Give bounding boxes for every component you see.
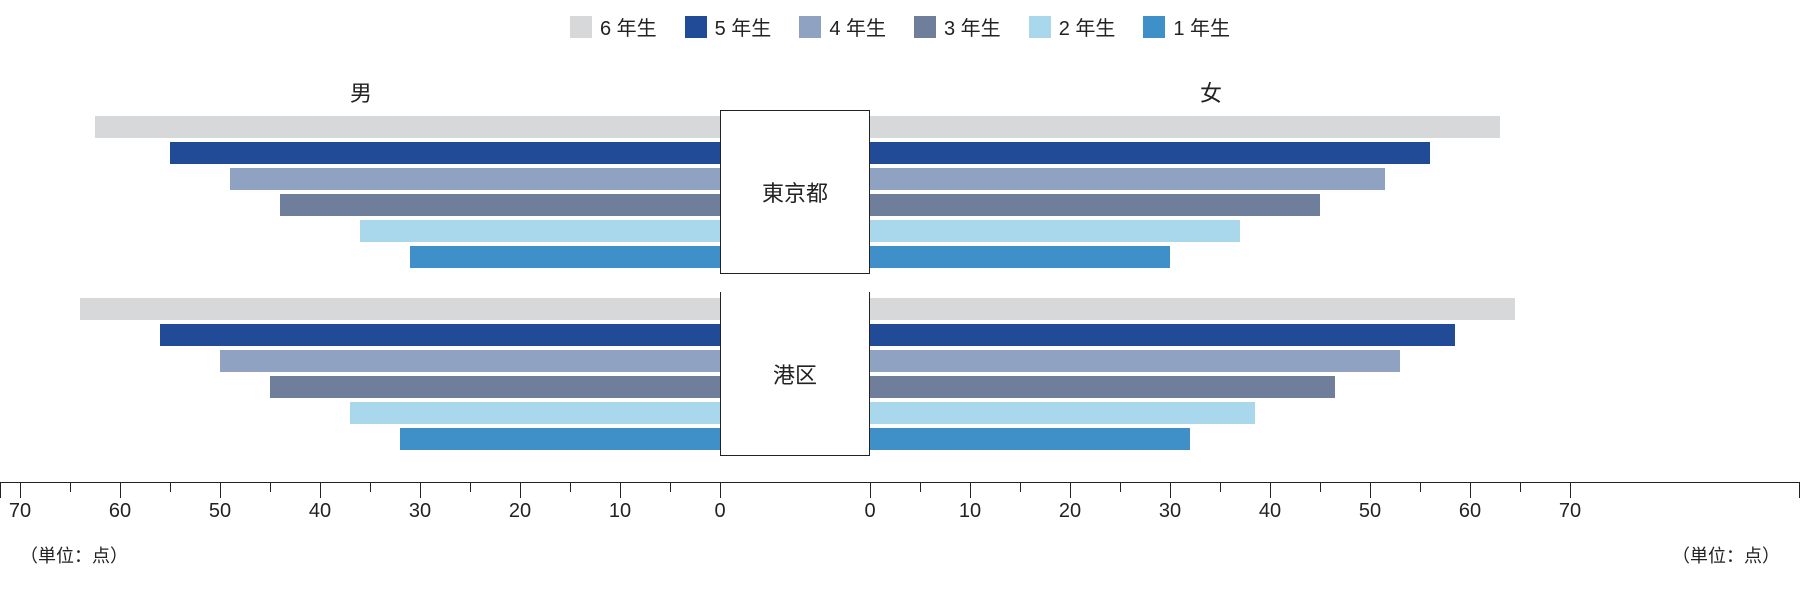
axis-tick: [170, 482, 171, 492]
bar-right: [870, 376, 1335, 398]
legend-label: 2 年生: [1059, 12, 1116, 41]
bar-left: [170, 142, 720, 164]
bar-left: [280, 194, 720, 216]
axis-tick: [1220, 482, 1221, 492]
axis-tick-label: 50: [1359, 500, 1381, 523]
bar-right: [870, 116, 1500, 138]
legend-item: 4 年生: [799, 12, 886, 41]
axis-tick-label: 70: [1559, 500, 1581, 523]
legend-swatch: [685, 16, 707, 38]
group-label: 港区: [720, 292, 870, 456]
axis-tick: [370, 482, 371, 492]
legend-label: 5 年生: [715, 12, 772, 41]
axis-tick: [1120, 482, 1121, 492]
legend-label: 1 年生: [1173, 12, 1230, 41]
bar-left: [220, 350, 720, 372]
axis-tick: [1520, 482, 1521, 492]
bar-left: [350, 402, 720, 424]
group-label: 東京都: [720, 110, 870, 274]
axis-tick-label: 60: [1459, 500, 1481, 523]
axis-tick: [670, 482, 671, 492]
bar-right: [870, 142, 1430, 164]
bar-left: [360, 220, 720, 242]
axis-tick-label: 0: [714, 500, 725, 523]
legend-swatch: [570, 16, 592, 38]
axis-tick-label: 60: [109, 500, 131, 523]
axis-tick: [720, 482, 721, 498]
axis-tick: [470, 482, 471, 492]
axis-tick: [320, 482, 321, 498]
bar-right: [870, 428, 1190, 450]
axis-tick: [70, 482, 71, 492]
unit-label-left: （単位：点）: [20, 542, 128, 568]
axis-tick: [1420, 482, 1421, 492]
bar-right: [870, 168, 1385, 190]
axis-tick-label: 20: [509, 500, 531, 523]
legend-label: 3 年生: [944, 12, 1001, 41]
legend-swatch: [914, 16, 936, 38]
axis-tick-label: 50: [209, 500, 231, 523]
column-label-right: 女: [1200, 76, 1222, 108]
bar-right: [870, 220, 1240, 242]
bar-right: [870, 350, 1400, 372]
legend-item: 2 年生: [1029, 12, 1116, 41]
legend-item: 6 年生: [570, 12, 657, 41]
bar-right: [870, 324, 1455, 346]
legend-label: 4 年生: [829, 12, 886, 41]
axis-tick-label: 10: [959, 500, 981, 523]
axis-tick: [620, 482, 621, 498]
legend-swatch: [799, 16, 821, 38]
bar-right: [870, 246, 1170, 268]
axis-tick-label: 70: [9, 500, 31, 523]
column-label-left: 男: [350, 76, 372, 108]
axis-tick: [1370, 482, 1371, 498]
axis-tick-label: 0: [864, 500, 875, 523]
axis-tick: [120, 482, 121, 498]
axis-tick-label: 30: [1159, 500, 1181, 523]
bar-left: [160, 324, 720, 346]
axis-tick-label: 30: [409, 500, 431, 523]
axis-tick: [270, 482, 271, 492]
bar-left: [410, 246, 720, 268]
axis-tick: [1170, 482, 1171, 498]
legend: 6 年生 5 年生 4 年生 3 年生 2 年生 1 年生: [0, 12, 1800, 41]
bar-right: [870, 298, 1515, 320]
legend-label: 6 年生: [600, 12, 657, 41]
axis-tick: [20, 482, 21, 498]
axis-tick: [0, 482, 1, 498]
bar-left: [80, 298, 720, 320]
bar-left: [400, 428, 720, 450]
axis-tick: [1070, 482, 1071, 498]
axis-tick-label: 40: [1259, 500, 1281, 523]
legend-item: 5 年生: [685, 12, 772, 41]
axis-tick: [220, 482, 221, 498]
legend-item: 1 年生: [1143, 12, 1230, 41]
axis-tick: [870, 482, 871, 498]
axis-tick: [1270, 482, 1271, 498]
axis-tick: [520, 482, 521, 498]
axis-tick: [570, 482, 571, 492]
legend-swatch: [1143, 16, 1165, 38]
axis-tick-label: 20: [1059, 500, 1081, 523]
legend-swatch: [1029, 16, 1051, 38]
bar-left: [270, 376, 720, 398]
axis-tick: [1020, 482, 1021, 492]
butterfly-chart: 6 年生 5 年生 4 年生 3 年生 2 年生 1 年生 男 女 東京都港区 0 10 20 3…: [0, 0, 1800, 598]
bar-right: [870, 194, 1320, 216]
axis-tick: [1320, 482, 1321, 492]
axis-tick: [420, 482, 421, 498]
bar-left: [95, 116, 720, 138]
unit-label-right: （単位：点）: [1672, 542, 1780, 568]
bar-right: [870, 402, 1255, 424]
axis-tick: [920, 482, 921, 492]
axis-tick: [1470, 482, 1471, 498]
axis-tick: [970, 482, 971, 498]
axis-tick: [1570, 482, 1571, 498]
axis-tick-label: 40: [309, 500, 331, 523]
legend-item: 3 年生: [914, 12, 1001, 41]
axis-tick-label: 10: [609, 500, 631, 523]
bar-left: [230, 168, 720, 190]
